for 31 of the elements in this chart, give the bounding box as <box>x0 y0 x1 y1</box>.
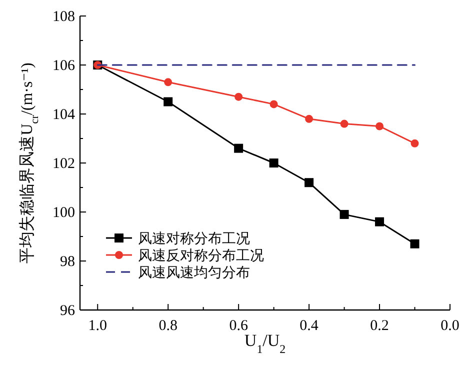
point <box>340 210 349 219</box>
point <box>164 78 172 86</box>
x-tick-label: 0.4 <box>300 318 319 334</box>
y-tick-label: 100 <box>52 205 75 221</box>
point <box>270 100 278 108</box>
point <box>164 97 173 106</box>
point <box>304 178 314 188</box>
point <box>340 120 348 128</box>
point <box>269 158 278 168</box>
y-tick-label: 108 <box>52 9 75 25</box>
x-tick-label: 0.2 <box>370 318 389 334</box>
y-tick-label: 98 <box>60 254 75 270</box>
x-tick-label: 0.8 <box>158 318 178 334</box>
x-axis-title: U$_{1}$/U$_{2}$ <box>244 331 286 356</box>
x-tick-label: 0.0 <box>440 318 460 334</box>
legend-label: 风速风速均匀分布 <box>138 265 250 281</box>
point <box>305 114 314 123</box>
point <box>410 139 419 148</box>
x-tick-label: 0.6 <box>229 318 248 334</box>
y-tick-label: 106 <box>52 58 76 74</box>
point <box>410 239 420 248</box>
x-tick-label: 1.0 <box>88 318 107 334</box>
legend-label: 风速反对称分布工况 <box>138 248 264 264</box>
y-tick-label: 102 <box>52 156 75 172</box>
point <box>376 122 384 130</box>
y-tick-label: 96 <box>60 303 76 319</box>
point <box>234 144 244 153</box>
legend-label: 风速对称分布工况 <box>138 231 250 247</box>
y-tick-label: 104 <box>52 107 76 123</box>
point <box>375 217 384 226</box>
point <box>234 92 243 101</box>
